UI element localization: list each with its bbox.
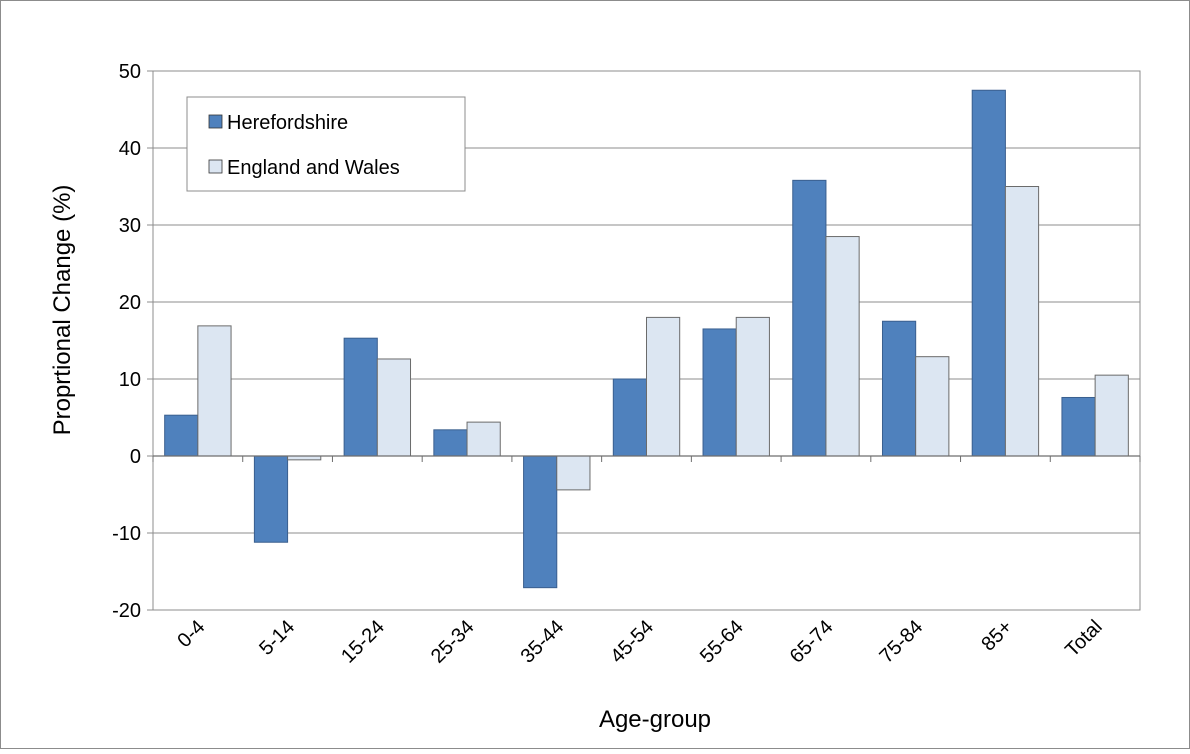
bar-herefordshire-total: [1061, 396, 1096, 457]
legend-label-herefordshire: Herefordshire: [227, 112, 348, 134]
legend: Herefordshire England and Wales: [186, 96, 466, 192]
bar-herefordshire-55-64: [702, 328, 737, 457]
axes: [152, 70, 1141, 611]
bars: [164, 89, 1129, 589]
x-axis-label: Age-group: [599, 706, 711, 733]
bar-england-and-wales-55-64: [735, 316, 770, 457]
y-tick-label: 30: [119, 215, 141, 237]
bar-england-and-wales-75-84: [915, 356, 950, 457]
y-tick-label: 50: [119, 61, 141, 83]
legend-box: [186, 96, 466, 192]
bar-england-and-wales-total: [1094, 374, 1129, 457]
bar-england-and-wales-25-34: [466, 421, 501, 457]
y-tick-labels: -20 -10 0 10 20 30 40 50: [112, 61, 141, 622]
bar-herefordshire-25-34: [433, 429, 468, 457]
y-tick-label: -20: [112, 600, 141, 622]
bar-england-and-wales-45-54: [646, 316, 681, 457]
bar-herefordshire-35-44: [523, 455, 558, 589]
y-tick-label: 0: [130, 446, 141, 468]
bar-herefordshire-0-4: [164, 414, 199, 457]
y-tick-label: 40: [119, 138, 141, 160]
bar-herefordshire-15-24: [343, 337, 378, 457]
bar-herefordshire-45-54: [612, 378, 647, 457]
y-axis-label: Proprtional Change (%): [49, 185, 76, 436]
bar-herefordshire-85plus: [971, 89, 1006, 457]
bar-england-and-wales-15-24: [376, 358, 412, 457]
legend-swatch-england-and-wales: [208, 159, 223, 174]
bar-england-and-wales-65-74: [825, 236, 860, 457]
bar-england-and-wales-35-44: [556, 455, 591, 491]
bar-herefordshire-5-14: [253, 455, 289, 543]
bar-herefordshire-75-84: [881, 320, 917, 457]
plot-area-border: [152, 70, 1141, 611]
y-tick-label: 20: [119, 292, 141, 314]
y-tick-label: -10: [112, 523, 141, 545]
legend-swatch-herefordshire: [208, 114, 223, 129]
bar-england-and-wales-85plus: [1004, 186, 1040, 457]
bar-england-and-wales-0-4: [197, 325, 232, 457]
y-tick-label: 10: [119, 369, 141, 391]
bar-herefordshire-65-74: [792, 179, 827, 457]
legend-label-england-and-wales: England and Wales: [227, 157, 400, 179]
